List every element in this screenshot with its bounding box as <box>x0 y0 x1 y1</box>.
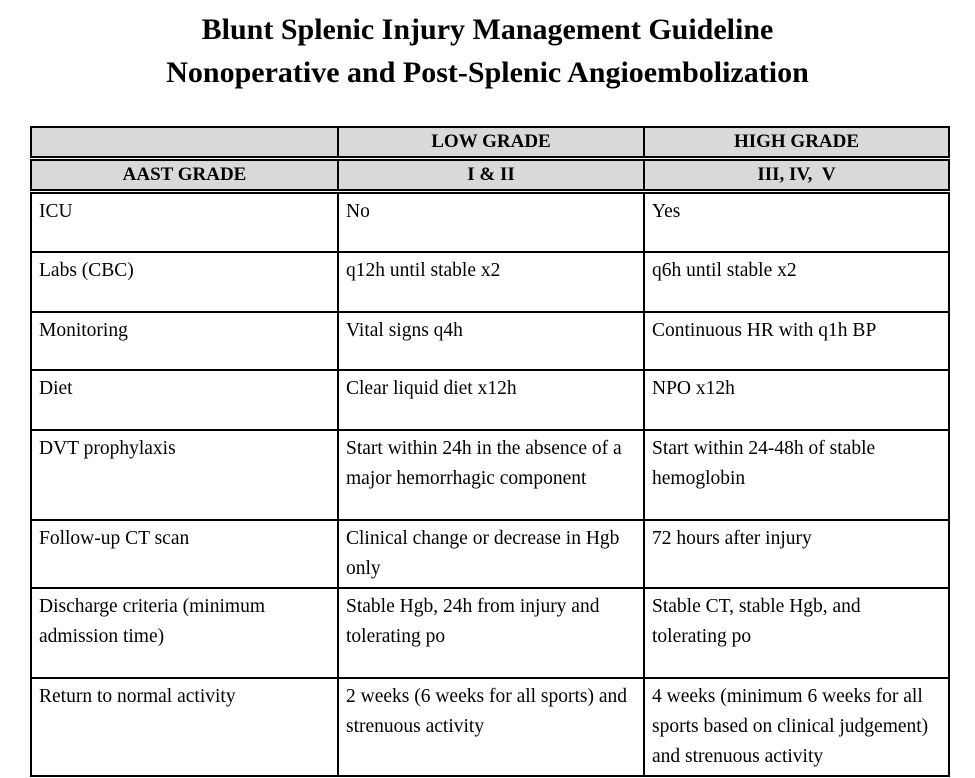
title-line-2: Nonoperative and Post-Splenic Angioembol… <box>166 56 809 89</box>
row-label: DVT prophylaxis <box>30 428 339 521</box>
low-grade-cell: Clear liquid diet x12h <box>337 368 645 431</box>
header-high-grade: HIGH GRADE <box>643 126 950 161</box>
table-row-monitoring: Monitoring Vital signs q4h Continuous HR… <box>30 310 950 371</box>
header-row-grade-group: LOW GRADE HIGH GRADE <box>30 126 950 161</box>
low-grade-cell: No <box>337 190 645 253</box>
row-label: Labs (CBC) <box>30 250 339 313</box>
low-grade-cell: Vital signs q4h <box>337 310 645 371</box>
table-row-dvt-prophylaxis: DVT prophylaxis Start within 24h in the … <box>30 428 950 521</box>
document-title: Blunt Splenic Injury Management Guidelin… <box>0 0 975 94</box>
table-row-labs: Labs (CBC) q12h until stable x2 q6h unti… <box>30 250 950 313</box>
header-high-grade-values: III, IV, V <box>643 157 950 194</box>
header-row-aast-grade: AAST GRADE I & II III, IV, V <box>30 157 950 194</box>
row-label: ICU <box>30 190 339 253</box>
high-grade-cell: NPO x12h <box>643 368 950 431</box>
row-label: Discharge criteria (minimum admission ti… <box>30 586 339 679</box>
high-grade-cell: Continuous HR with q1h BP <box>643 310 950 371</box>
table-row-icu: ICU No Yes <box>30 190 950 253</box>
header-low-grade: LOW GRADE <box>337 126 645 161</box>
header-empty-cell <box>30 126 339 161</box>
row-label: Monitoring <box>30 310 339 371</box>
table-row-diet: Diet Clear liquid diet x12h NPO x12h <box>30 368 950 431</box>
header-low-grade-values: I & II <box>337 157 645 194</box>
table-row-discharge-criteria: Discharge criteria (minimum admission ti… <box>30 586 950 679</box>
high-grade-cell: Stable CT, stable Hgb, and tolerating po <box>643 586 950 679</box>
title-line-1: Blunt Splenic Injury Management Guidelin… <box>201 13 774 46</box>
row-label: Diet <box>30 368 339 431</box>
row-label: Follow-up CT scan <box>30 518 339 589</box>
low-grade-cell: 2 weeks (6 weeks for all sports) and str… <box>337 676 645 777</box>
table-body: ICU No Yes Labs (CBC) q12h until stable … <box>30 190 950 777</box>
table-row-followup-ct: Follow-up CT scan Clinical change or dec… <box>30 518 950 589</box>
low-grade-cell: q12h until stable x2 <box>337 250 645 313</box>
guideline-table: LOW GRADE HIGH GRADE AAST GRADE I & II I… <box>30 126 950 777</box>
table-row-return-to-activity: Return to normal activity 2 weeks (6 wee… <box>30 676 950 777</box>
high-grade-cell: q6h until stable x2 <box>643 250 950 313</box>
table-header: LOW GRADE HIGH GRADE AAST GRADE I & II I… <box>30 126 950 194</box>
high-grade-cell: Yes <box>643 190 950 253</box>
header-aast-grade-label: AAST GRADE <box>30 157 339 194</box>
low-grade-cell: Clinical change or decrease in Hgb only <box>337 518 645 589</box>
row-label: Return to normal activity <box>30 676 339 777</box>
high-grade-cell: 72 hours after injury <box>643 518 950 589</box>
high-grade-cell: Start within 24-48h of stable hemoglobin <box>643 428 950 521</box>
low-grade-cell: Stable Hgb, 24h from injury and tolerati… <box>337 586 645 679</box>
high-grade-cell: 4 weeks (minimum 6 weeks for all sports … <box>643 676 950 777</box>
low-grade-cell: Start within 24h in the absence of a maj… <box>337 428 645 521</box>
